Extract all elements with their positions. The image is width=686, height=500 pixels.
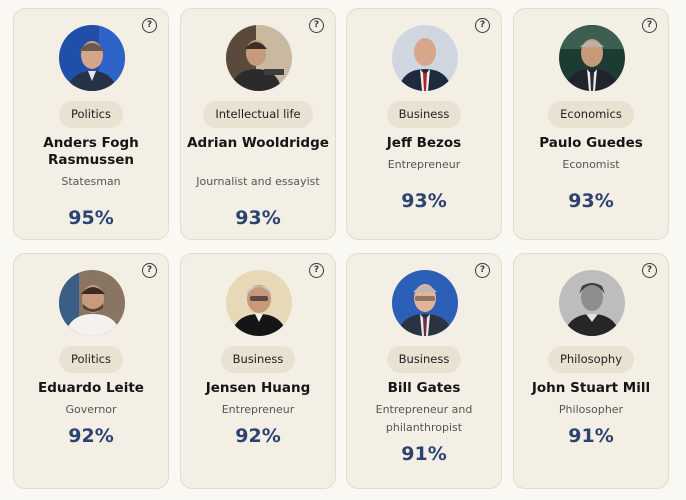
category-badge: Economics xyxy=(548,101,634,128)
match-score: 93% xyxy=(235,207,281,229)
avatar xyxy=(392,270,458,336)
person-card[interactable]: ? Business Jensen Huang Entrepreneur 92% xyxy=(180,253,336,489)
person-name: Bill Gates xyxy=(387,380,461,396)
person-role: Philosopher xyxy=(558,403,624,416)
person-role: Entrepreneur xyxy=(387,158,461,171)
person-role: Economist xyxy=(562,158,620,171)
help-icon[interactable]: ? xyxy=(309,18,324,33)
person-card[interactable]: ? Intellectual life Adrian Wooldridge Jo… xyxy=(180,8,336,240)
help-icon[interactable]: ? xyxy=(142,18,157,33)
person-card[interactable]: ? Philosophy John Stuart Mill Philosophe… xyxy=(513,253,669,489)
help-icon[interactable]: ? xyxy=(642,18,657,33)
person-role: Entrepreneur xyxy=(221,403,295,416)
person-name: Anders Fogh Rasmussen xyxy=(43,135,139,168)
help-icon[interactable]: ? xyxy=(142,263,157,278)
help-icon[interactable]: ? xyxy=(642,263,657,278)
category-badge: Politics xyxy=(59,346,123,373)
person-name: Jensen Huang xyxy=(205,380,311,396)
person-role: Statesman xyxy=(61,175,121,188)
person-card[interactable]: ? Business Jeff Bezos Entrepreneur 93% xyxy=(346,8,502,240)
category-badge: Philosophy xyxy=(547,346,635,373)
category-badge: Business xyxy=(220,346,296,373)
category-badge: Business xyxy=(386,101,462,128)
person-name: Paulo Guedes xyxy=(539,135,643,151)
category-badge: Business xyxy=(386,346,462,373)
category-badge: Intellectual life xyxy=(203,101,313,128)
match-score: 92% xyxy=(235,425,281,447)
avatar xyxy=(59,270,125,336)
avatar xyxy=(559,25,625,91)
avatar xyxy=(59,25,125,91)
person-role: Journalist and essayist xyxy=(196,175,320,188)
category-badge: Politics xyxy=(59,101,123,128)
match-score: 92% xyxy=(68,425,114,447)
person-card[interactable]: ? Politics Eduardo Leite Governor 92% xyxy=(13,253,169,489)
person-name: Jeff Bezos xyxy=(386,135,462,151)
person-card[interactable]: ? Business Bill Gates Entrepreneur and p… xyxy=(346,253,502,489)
match-score: 95% xyxy=(68,207,114,229)
person-name: Adrian Wooldridge xyxy=(187,135,329,151)
avatar xyxy=(392,25,458,91)
help-icon[interactable]: ? xyxy=(475,263,490,278)
person-name: Eduardo Leite xyxy=(38,380,144,396)
avatar xyxy=(226,270,292,336)
match-score: 91% xyxy=(401,443,447,465)
match-score: 91% xyxy=(568,425,614,447)
person-role: Entrepreneur and philanthropist xyxy=(375,403,473,434)
person-card[interactable]: ? Politics Anders Fogh Rasmussen Statesm… xyxy=(13,8,169,240)
person-card[interactable]: ? Economics Paulo Guedes Economist 93% xyxy=(513,8,669,240)
match-score: 93% xyxy=(568,190,614,212)
help-icon[interactable]: ? xyxy=(475,18,490,33)
avatar xyxy=(226,25,292,91)
person-role: Governor xyxy=(65,403,117,416)
match-score: 93% xyxy=(401,190,447,212)
person-name: John Stuart Mill xyxy=(531,380,651,396)
avatar xyxy=(559,270,625,336)
help-icon[interactable]: ? xyxy=(309,263,324,278)
